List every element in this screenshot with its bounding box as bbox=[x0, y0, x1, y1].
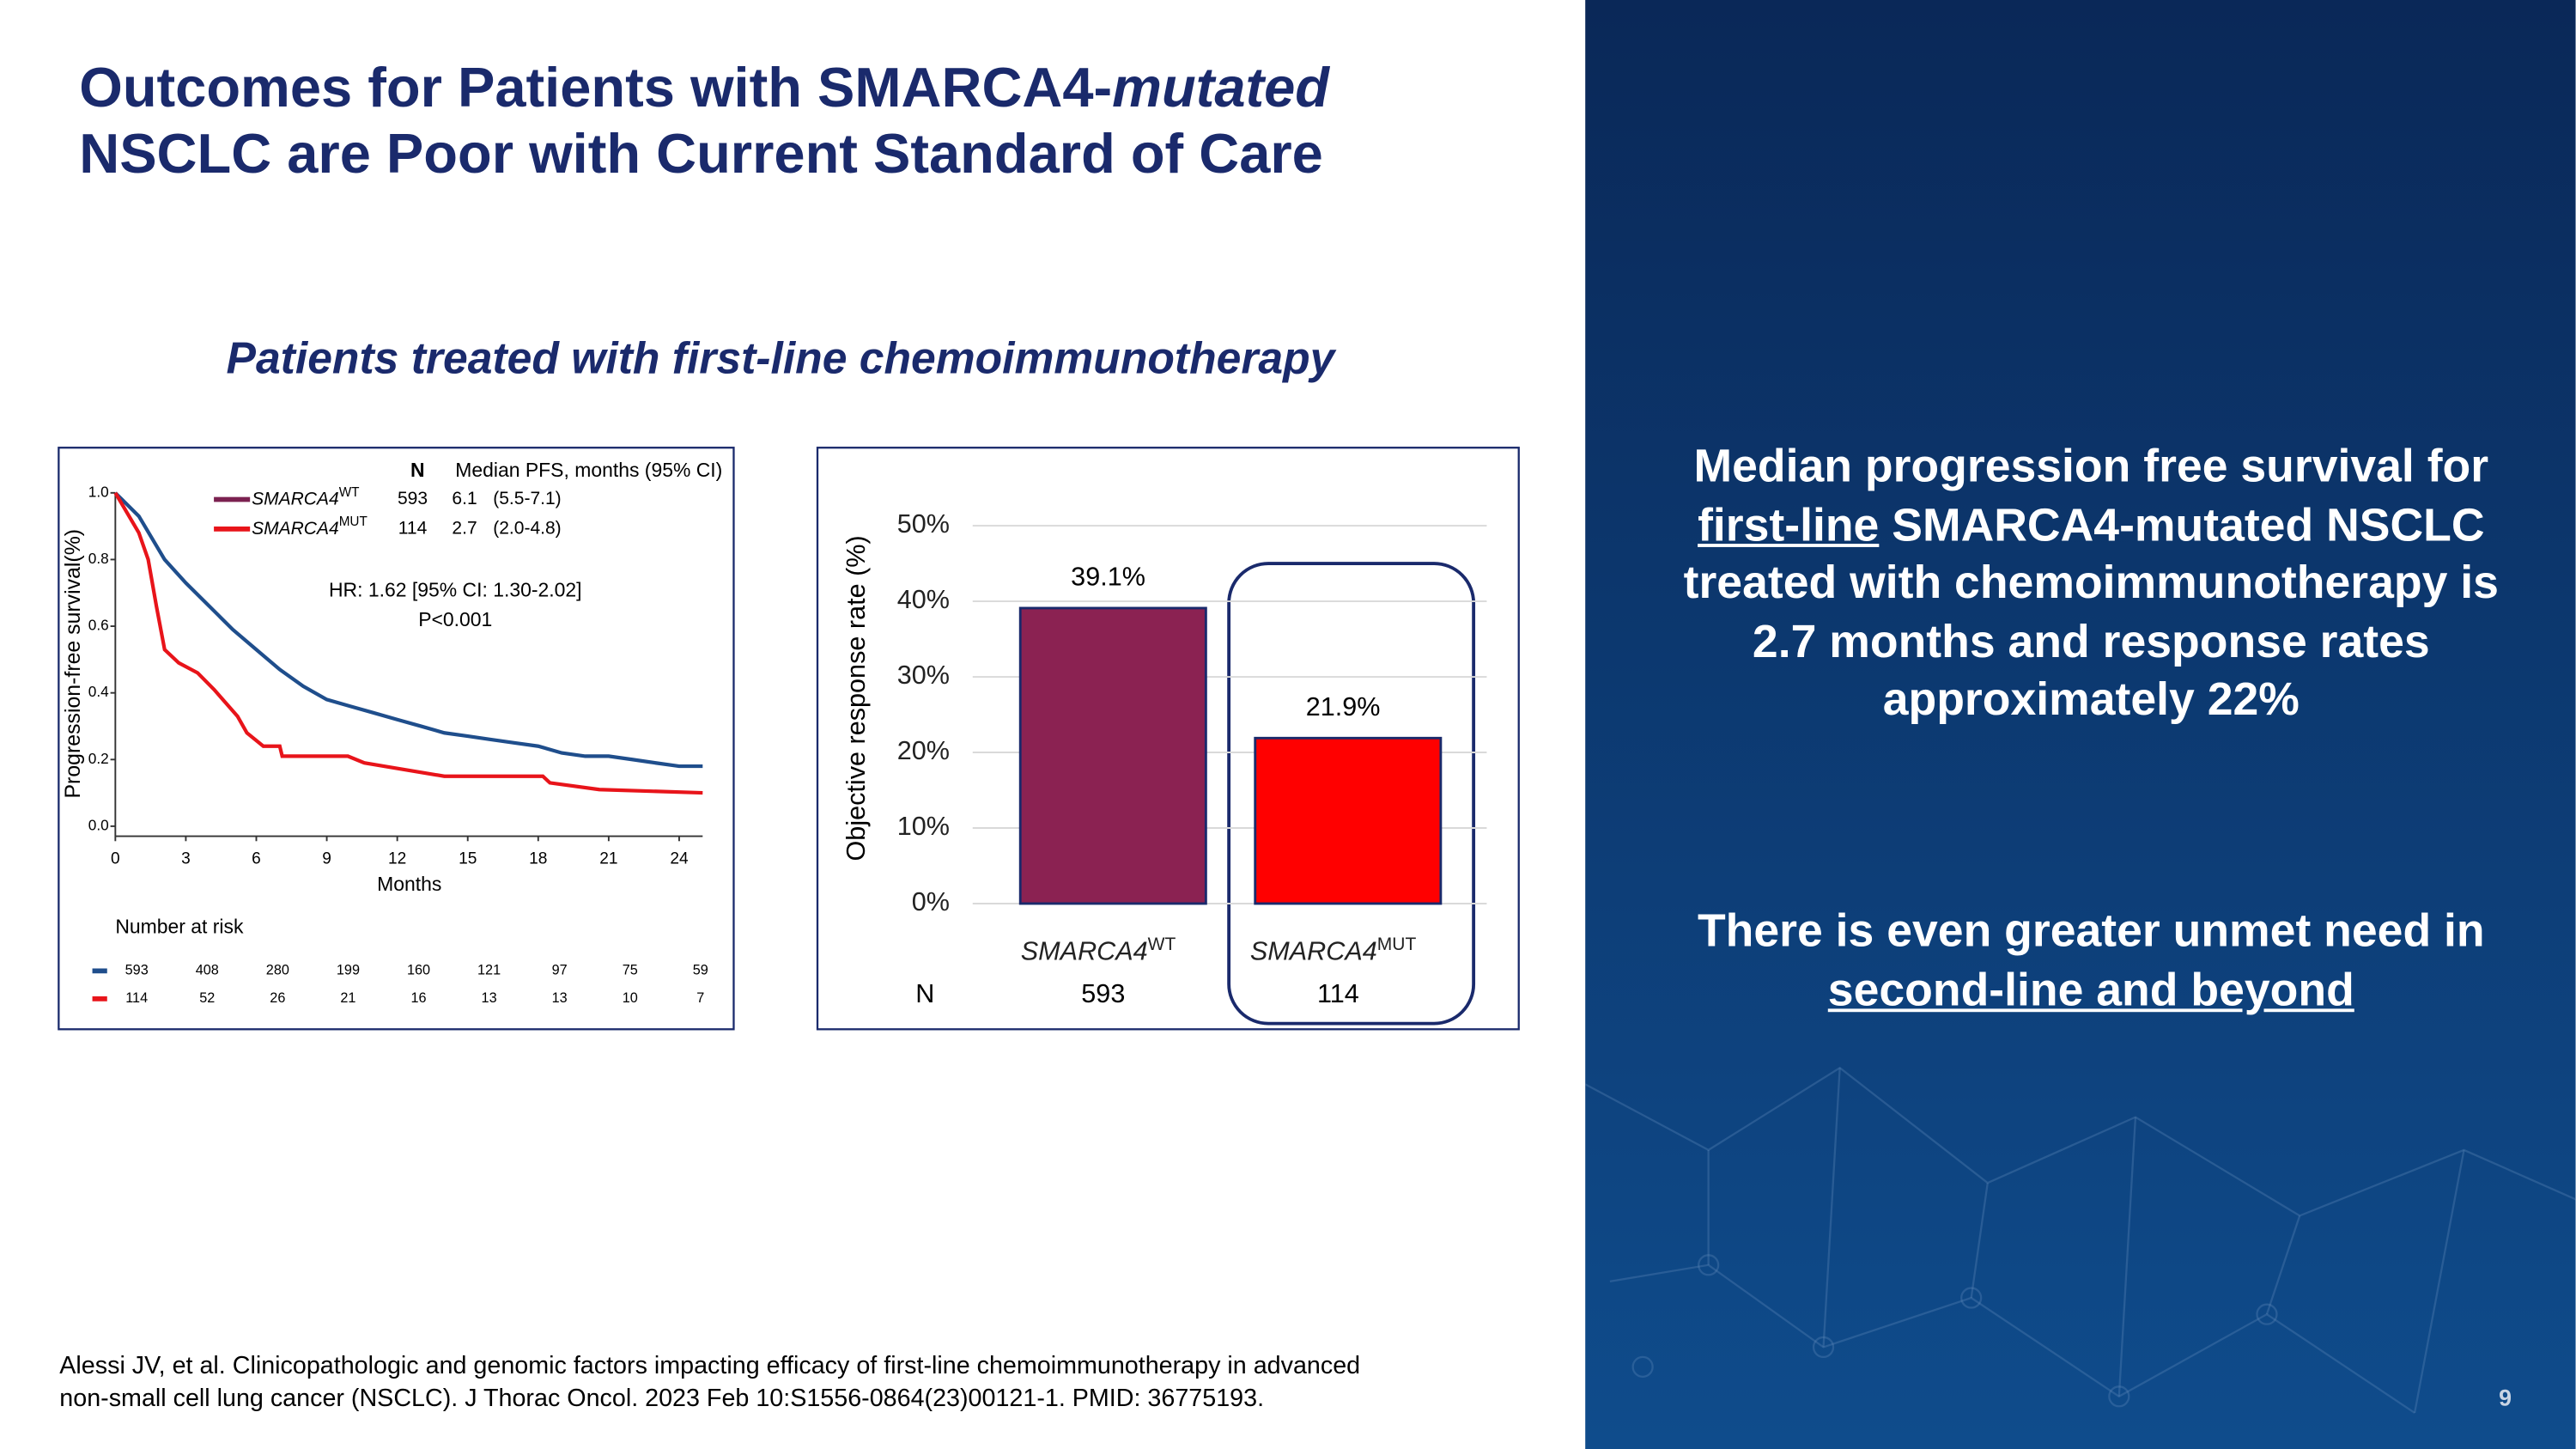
category-sup: MUT bbox=[1377, 934, 1417, 953]
category-name: SMARCA4 bbox=[1021, 936, 1148, 965]
risk-value: 13 bbox=[482, 990, 497, 1006]
risk-value: 114 bbox=[125, 990, 148, 1006]
summary-box: Median progression free survival for fir… bbox=[1664, 437, 2518, 729]
y-tick-label: 50% bbox=[897, 509, 950, 539]
y-tick-label: 0.4 bbox=[88, 683, 109, 700]
annotation: HR: 1.62 [95% CI: 1.30-2.02] bbox=[329, 579, 582, 601]
subtitle: Patients treated with first-line chemoim… bbox=[227, 332, 1337, 382]
need-box: There is even greater unmet need in seco… bbox=[1639, 902, 2543, 1019]
y-tick-label: 0% bbox=[912, 887, 950, 916]
value-label: 39.1% bbox=[1071, 563, 1145, 592]
category-label: SMARCA4MUT bbox=[1250, 934, 1417, 965]
risk-value: 121 bbox=[477, 963, 501, 978]
summary-underlined: first-line bbox=[1698, 498, 1880, 550]
summary-text: Median progression free survival for bbox=[1693, 440, 2489, 491]
legend-label: SMARCA4WT bbox=[252, 485, 359, 508]
series-name: SMARCA4 bbox=[252, 489, 339, 508]
series-sup: WT bbox=[339, 485, 360, 500]
n-label: N bbox=[915, 979, 934, 1008]
legend-header: N bbox=[410, 459, 425, 481]
km-chart: 0.0 0.2 0.4 0.6 0.8 1.0 0 3 6 9 12 15 18 21 24 Months Pr… bbox=[61, 459, 722, 1006]
x-tick-label: 15 bbox=[459, 849, 477, 868]
highlight-box bbox=[1227, 562, 1476, 1026]
risk-value: 160 bbox=[407, 963, 430, 978]
network-decoration bbox=[1584, 1066, 2576, 1414]
y-tick-label: 20% bbox=[897, 736, 950, 765]
title-text: Outcomes for Patients with SMARCA4- bbox=[79, 56, 1112, 119]
legend-label: SMARCA4MUT bbox=[252, 514, 368, 538]
legend-header: Median PFS, months (95% CI) bbox=[455, 459, 722, 481]
x-axis-label: Months bbox=[377, 873, 441, 895]
side-panel bbox=[1585, 0, 2576, 1449]
bar bbox=[1254, 736, 1443, 905]
bar-chart: 0% 10% 20% 30% 40% 50% Objective response rate… bbox=[841, 509, 1487, 1026]
y-tick-label: 0.8 bbox=[88, 550, 109, 567]
risk-value: 280 bbox=[266, 963, 289, 978]
x-tick-label: 12 bbox=[388, 849, 406, 868]
km-frame bbox=[58, 447, 735, 1031]
risk-value: 26 bbox=[270, 990, 285, 1006]
series-name: SMARCA4 bbox=[252, 518, 339, 538]
risk-title: Number at risk bbox=[115, 916, 244, 938]
y-tick-label: 0.2 bbox=[88, 750, 109, 767]
category-name: SMARCA4 bbox=[1250, 936, 1377, 965]
x-tick-label: 24 bbox=[670, 849, 689, 868]
risk-value: 7 bbox=[696, 990, 704, 1006]
y-tick-label: 10% bbox=[897, 812, 950, 841]
series-sup: MUT bbox=[339, 514, 368, 529]
need-text: There is even greater unmet need in bbox=[1697, 904, 2485, 957]
title-line: NSCLC are Poor with Current Standard of … bbox=[79, 122, 1323, 185]
legend-ci: (2.0-4.8) bbox=[493, 518, 561, 538]
category-label: SMARCA4WT bbox=[1021, 934, 1176, 965]
n-value: 593 bbox=[1081, 979, 1125, 1008]
legend-n: 593 bbox=[398, 489, 428, 508]
annotation: P<0.001 bbox=[418, 608, 492, 630]
legend-ci: (5.5-7.1) bbox=[493, 489, 561, 508]
legend-median: 2.7 bbox=[452, 518, 477, 538]
risk-value: 52 bbox=[199, 990, 215, 1006]
km-curve bbox=[113, 491, 703, 795]
summary: Median progression free survival for fir… bbox=[1664, 437, 2518, 729]
category-sup: WT bbox=[1148, 934, 1176, 953]
risk-value: 21 bbox=[340, 990, 355, 1006]
y-tick-label: 30% bbox=[897, 661, 950, 690]
risk-value: 593 bbox=[125, 963, 149, 978]
km-curve bbox=[113, 491, 703, 769]
legend-median: 6.1 bbox=[452, 489, 477, 508]
risk-value: 16 bbox=[410, 990, 426, 1006]
bar bbox=[1018, 606, 1207, 905]
summary-text: SMARCA4-mutated NSCLC treated with chemo… bbox=[1683, 498, 2499, 725]
x-tick-label: 18 bbox=[529, 849, 547, 868]
y-axis-label: Objective response rate (%) bbox=[841, 535, 871, 861]
x-tick-label: 6 bbox=[252, 849, 261, 868]
risk-value: 13 bbox=[552, 990, 568, 1006]
need: There is even greater unmet need in seco… bbox=[1639, 902, 2543, 1019]
risk-value: 75 bbox=[623, 963, 638, 978]
y-axis-label: Progression-free survival(%) bbox=[61, 529, 85, 799]
risk-value: 10 bbox=[623, 990, 638, 1006]
page-number: 9 bbox=[2499, 1385, 2512, 1411]
x-tick-label: 0 bbox=[111, 849, 120, 868]
value-label: 21.9% bbox=[1306, 692, 1381, 721]
citation: Alessi JV, et al. Clinicopathologic and … bbox=[59, 1352, 1360, 1379]
y-tick-label: 0.6 bbox=[88, 617, 109, 634]
citation: non-small cell lung cancer (NSCLC). J Th… bbox=[59, 1385, 1264, 1412]
x-tick-label: 3 bbox=[181, 849, 191, 868]
y-tick-label: 40% bbox=[897, 585, 950, 614]
y-tick-label: 0.0 bbox=[88, 816, 109, 833]
y-tick-label: 1.0 bbox=[88, 483, 109, 500]
need-underlined: second-line and beyond bbox=[1827, 963, 2354, 1015]
x-tick-label: 21 bbox=[599, 849, 617, 868]
x-tick-label: 9 bbox=[322, 849, 331, 868]
risk-value: 59 bbox=[693, 963, 708, 978]
risk-value: 199 bbox=[337, 963, 360, 978]
risk-value: 97 bbox=[552, 963, 568, 978]
title-italic: mutated bbox=[1112, 56, 1330, 119]
legend-n: 114 bbox=[398, 518, 428, 538]
n-value: 114 bbox=[1317, 979, 1359, 1008]
title: Outcomes for Patients with SMARCA4-mutat… bbox=[79, 56, 1330, 119]
risk-value: 408 bbox=[196, 963, 219, 978]
